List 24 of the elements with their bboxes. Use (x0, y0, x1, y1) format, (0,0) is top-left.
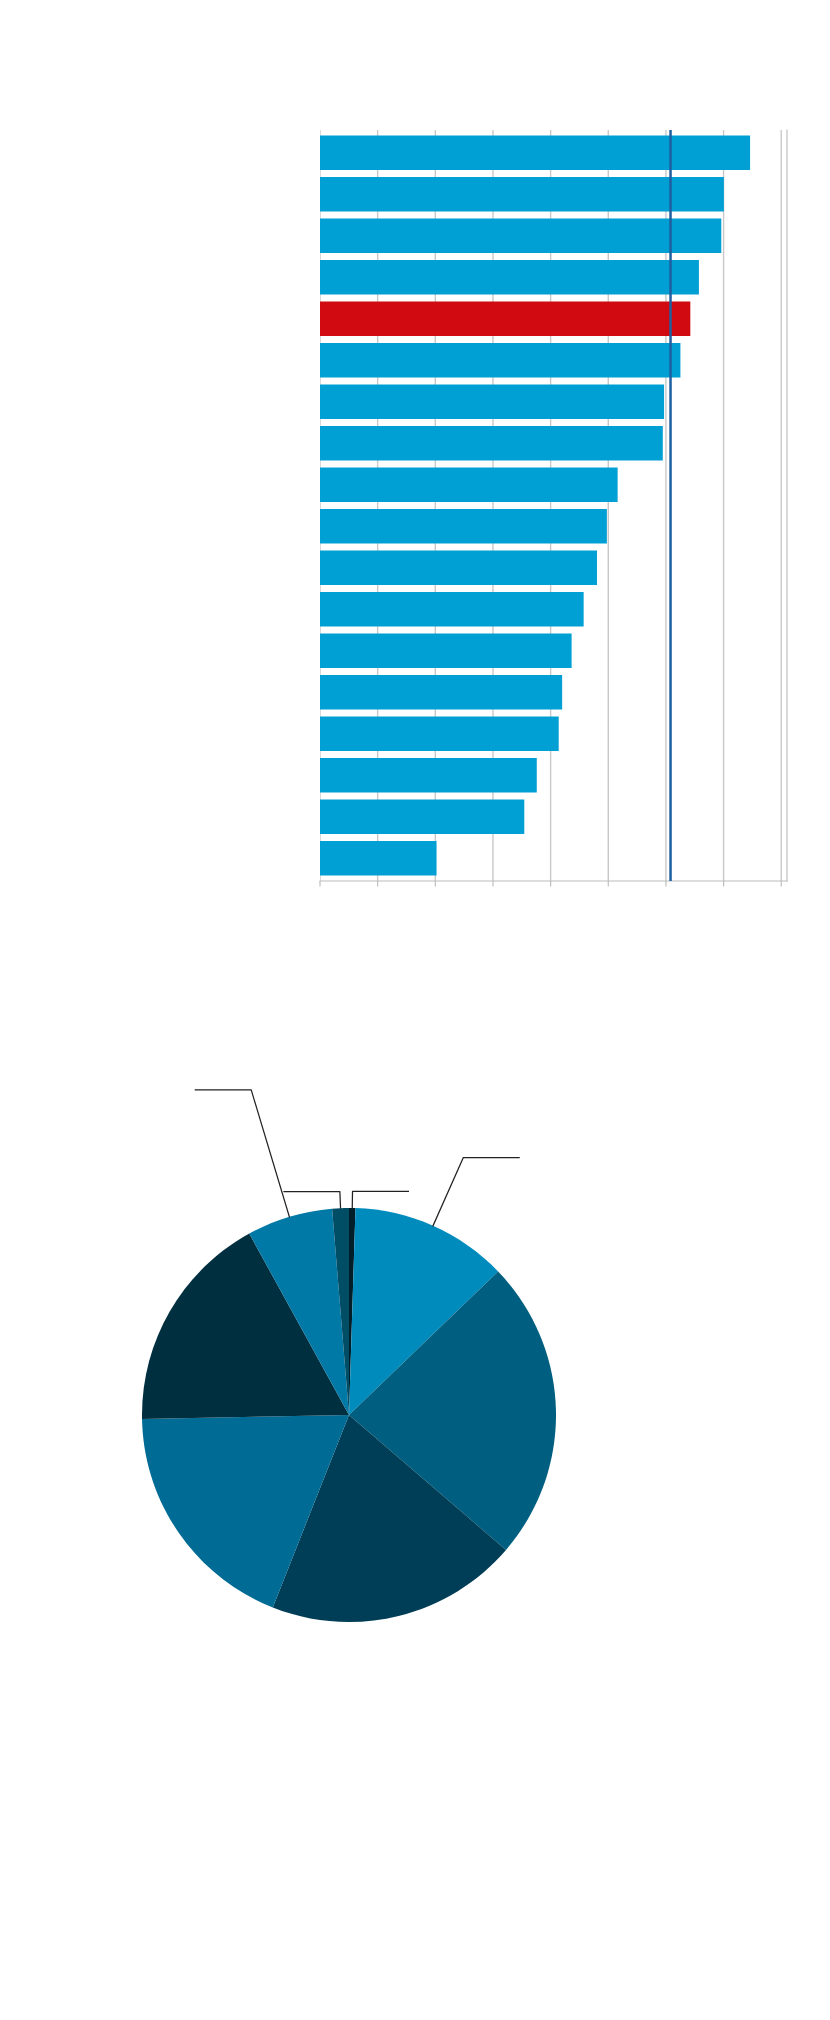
bar (320, 426, 663, 461)
bar (320, 135, 751, 171)
bar (320, 260, 699, 295)
bar (320, 799, 525, 834)
pie-slice (349, 1208, 499, 1415)
bar (320, 467, 618, 502)
bar (320, 757, 537, 793)
bar (320, 343, 681, 378)
bar (320, 177, 724, 212)
pie-slice (272, 1415, 506, 1622)
bar (320, 301, 691, 337)
bar (320, 633, 572, 668)
bar (320, 218, 722, 254)
bar (320, 550, 597, 585)
pie-slice (349, 1271, 556, 1550)
pie-slice (249, 1208, 349, 1415)
bar (320, 592, 584, 627)
bar (320, 716, 559, 751)
pie-slice (142, 1415, 349, 1608)
bar (320, 674, 563, 710)
bar (320, 509, 607, 544)
bar (320, 384, 665, 419)
bar (320, 840, 437, 876)
pie-slice (142, 1233, 349, 1419)
